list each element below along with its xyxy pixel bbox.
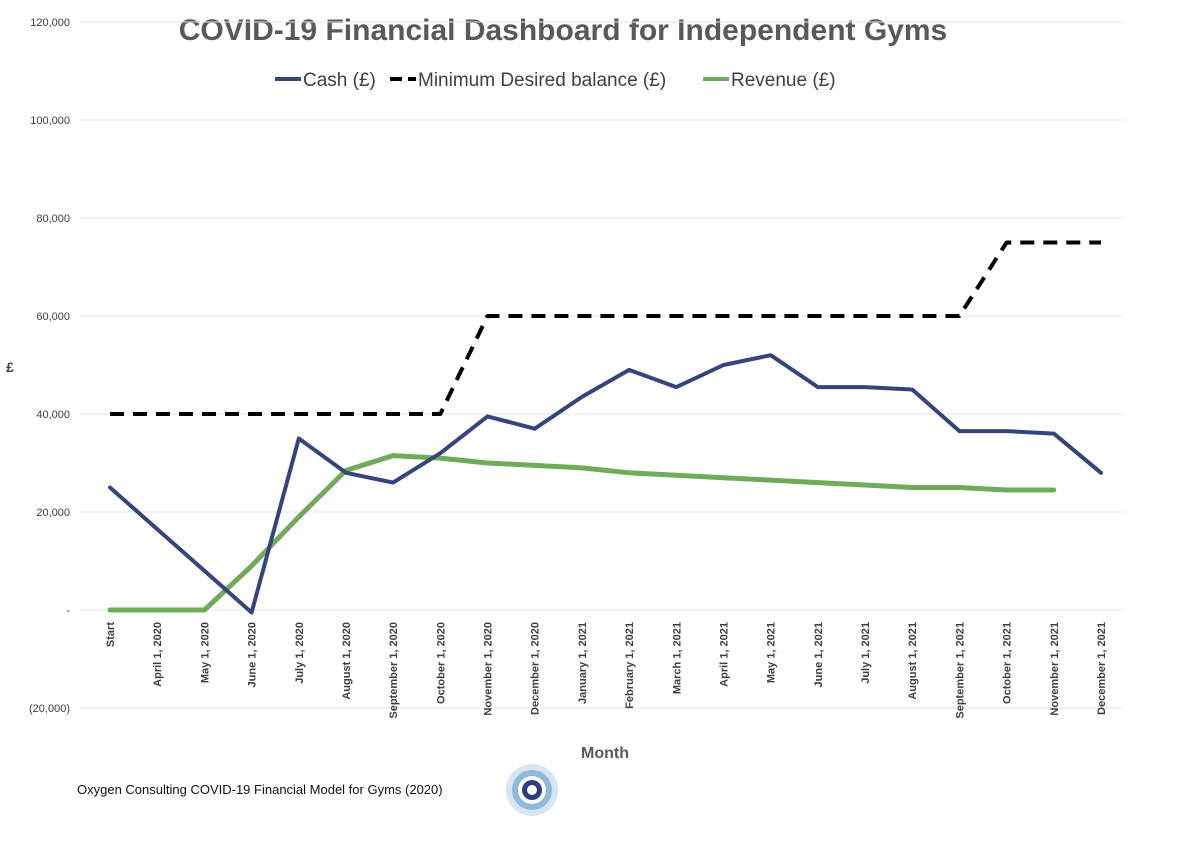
x-tick-label: August 1, 2021 (907, 622, 919, 700)
y-tick-label: - (66, 605, 70, 617)
x-axis-ticks: Start April 1, 2020 May 1, 2020 June 1, 202… (105, 622, 1108, 719)
x-tick-label: May 1, 2020 (199, 622, 211, 683)
series-line-revenue (107, 453, 1057, 613)
gridlines (80, 21, 1122, 709)
x-tick-label: July 1, 2020 (294, 622, 306, 684)
series-line-cash (108, 353, 1103, 615)
y-axis-ticks: 120,000 100,000 80,000 60,000 40,000 20,000 - (… (29, 17, 70, 715)
x-tick-label: April 1, 2021 (718, 622, 730, 687)
legend-label-cash: Cash (£) (303, 70, 376, 91)
x-tick-label: September 1, 2021 (954, 622, 966, 719)
x-tick-label: October 1, 2020 (435, 622, 447, 704)
x-tick-label: February 1, 2021 (624, 622, 636, 709)
x-tick-label: November 1, 2021 (1049, 622, 1061, 716)
y-tick-label: 100,000 (30, 115, 70, 127)
x-tick-label: May 1, 2021 (766, 622, 778, 683)
x-tick-label: June 1, 2020 (247, 622, 259, 687)
x-tick-label: October 1, 2021 (1002, 622, 1014, 704)
x-tick-label: July 1, 2021 (860, 622, 872, 684)
x-tick-label: April 1, 2020 (152, 622, 164, 687)
y-tick-label: 60,000 (36, 311, 70, 323)
x-tick-label: November 1, 2020 (483, 622, 495, 716)
y-axis-label: £ (6, 359, 14, 375)
y-tick-label: 120,000 (30, 17, 70, 29)
x-tick-label: August 1, 2020 (341, 622, 353, 700)
chart-title: COVID-19 Financial Dashboard for Indepen… (179, 14, 947, 47)
x-tick-label: December 1, 2021 (1096, 622, 1108, 715)
x-tick-label: March 1, 2021 (671, 622, 683, 694)
target-logo-icon (506, 764, 558, 816)
x-tick-label: September 1, 2020 (388, 622, 400, 719)
legend-label-revenue: Revenue (£) (731, 70, 836, 91)
y-tick-label: 40,000 (36, 409, 70, 421)
x-tick-label: December 1, 2020 (530, 622, 542, 715)
x-tick-label: Start (105, 622, 117, 647)
y-tick-label: 80,000 (36, 213, 70, 225)
series-lines (107, 240, 1103, 615)
legend-label-minimum: Minimum Desired balance (£) (418, 70, 666, 91)
footer-credit: Oxygen Consulting COVID-19 Financial Mod… (77, 782, 443, 797)
legend: Cash (£) Minimum Desired balance (£) Rev… (275, 70, 836, 91)
y-tick-label: 20,000 (36, 507, 70, 519)
x-tick-label: June 1, 2021 (813, 622, 825, 687)
x-tick-label: January 1, 2021 (577, 622, 589, 704)
x-axis-label: Month (581, 745, 629, 762)
y-tick-label: (20,000) (29, 703, 70, 715)
series-line-minimum (110, 240, 1101, 416)
